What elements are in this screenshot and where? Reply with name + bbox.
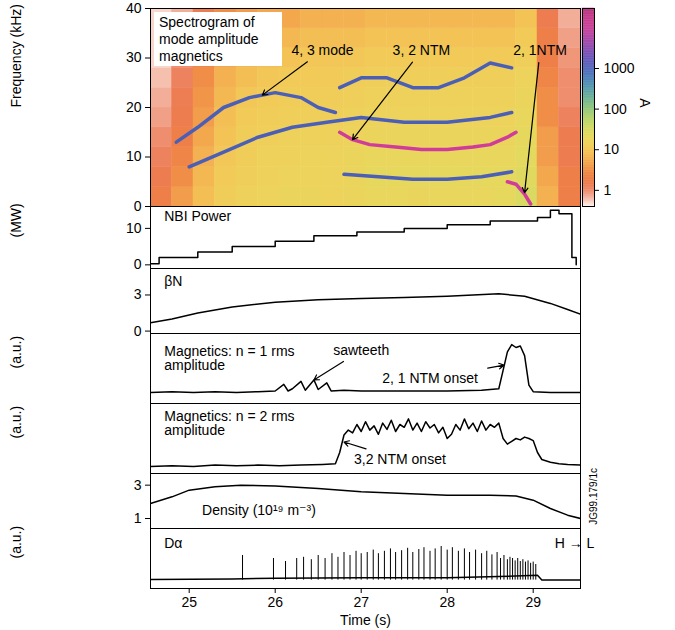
svg-text:Time (s): Time (s) xyxy=(340,612,391,628)
svg-text:H → L: H → L xyxy=(555,535,595,551)
svg-text:(a.u.): (a.u.) xyxy=(8,336,24,369)
svg-text:26: 26 xyxy=(267,594,283,610)
svg-text:(a.u.): (a.u.) xyxy=(8,526,24,559)
svg-text:0: 0 xyxy=(134,256,142,272)
svg-text:30: 30 xyxy=(126,49,142,65)
svg-text:25: 25 xyxy=(181,594,197,610)
svg-text:Frequency (kHz): Frequency (kHz) xyxy=(8,4,24,107)
svg-text:3: 3 xyxy=(134,286,142,302)
svg-text:10: 10 xyxy=(126,148,142,164)
svg-text:0: 0 xyxy=(134,198,142,214)
svg-text:3,2 NTM onset: 3,2 NTM onset xyxy=(354,451,446,467)
svg-text:Magnetics: n = 1 rmsamplitude: Magnetics: n = 1 rmsamplitude xyxy=(164,343,294,373)
svg-text:10: 10 xyxy=(126,220,142,236)
svg-text:(MW): (MW) xyxy=(8,203,24,237)
svg-text:3, 2 NTM: 3, 2 NTM xyxy=(393,42,451,58)
svg-text:1: 1 xyxy=(604,182,612,198)
svg-text:0: 0 xyxy=(134,323,142,339)
svg-text:βN: βN xyxy=(164,273,182,289)
svg-text:(a.u.): (a.u.) xyxy=(8,406,24,439)
svg-text:20: 20 xyxy=(126,99,142,115)
svg-text:1: 1 xyxy=(134,510,142,526)
svg-text:2, 1NTM: 2, 1NTM xyxy=(513,42,567,58)
svg-text:27: 27 xyxy=(353,594,369,610)
svg-text:28: 28 xyxy=(439,594,455,610)
svg-text:40: 40 xyxy=(126,0,142,16)
html-text:Spectrogram of mode amplitude: Spectrogram of mode amplitude magnetics xyxy=(159,14,259,64)
svg-text:1000: 1000 xyxy=(604,60,635,76)
svg-text:Dα: Dα xyxy=(164,535,182,551)
svg-text:Magnetics: n = 2 rmsamplitude: Magnetics: n = 2 rmsamplitude xyxy=(164,408,294,438)
svg-text:A: A xyxy=(637,98,653,108)
svg-text:NBI Power: NBI Power xyxy=(164,208,231,224)
svg-text:sawteeth: sawteeth xyxy=(333,342,389,358)
svg-text:100: 100 xyxy=(604,101,628,117)
svg-text:2, 1 NTM onset: 2, 1 NTM onset xyxy=(382,370,478,386)
svg-text:Density (10¹⁹ m⁻³): Density (10¹⁹ m⁻³) xyxy=(202,502,316,518)
svg-text:3: 3 xyxy=(134,477,142,493)
html-text:JG99.179/1c: JG99.179/1c xyxy=(588,468,599,525)
svg-text:10: 10 xyxy=(604,141,620,157)
svg-text:4, 3 mode: 4, 3 mode xyxy=(291,42,353,58)
svg-text:29: 29 xyxy=(525,594,541,610)
